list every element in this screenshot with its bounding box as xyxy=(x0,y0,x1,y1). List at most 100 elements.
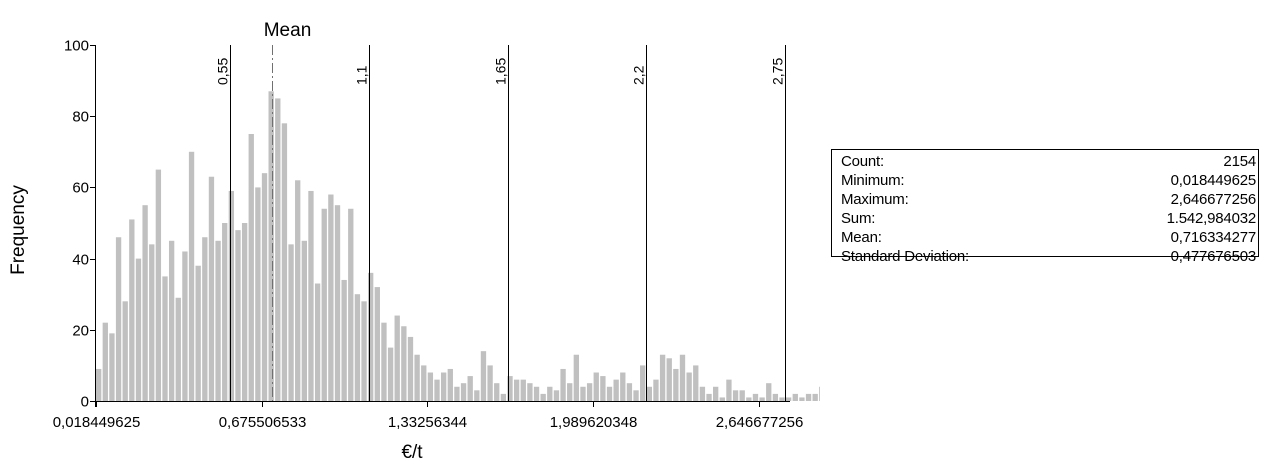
histogram-bar xyxy=(766,383,772,401)
histogram-bar xyxy=(142,205,148,401)
y-tick-label: 100 xyxy=(64,38,89,55)
x-tick-label: 2,646677256 xyxy=(716,414,804,431)
histogram-bar xyxy=(547,386,553,401)
histogram-bar xyxy=(235,230,241,401)
stat-label: Mean: xyxy=(841,229,882,246)
histogram-bar xyxy=(361,301,367,401)
histogram-bar xyxy=(109,333,115,401)
histogram-bar xyxy=(527,383,533,401)
threshold-label: 0,55 xyxy=(215,58,231,85)
stat-value: 2154 xyxy=(1223,153,1256,170)
histogram-bar xyxy=(447,368,453,401)
stat-label: Count: xyxy=(841,153,884,170)
histogram-bar xyxy=(301,240,307,401)
histogram-bar xyxy=(407,336,414,401)
histogram-bar xyxy=(620,372,626,401)
statistics-table: Count: 2154 Minimum: 0,018449625 Maximum: 2,6… xyxy=(831,149,1259,265)
histogram-bar xyxy=(414,354,420,401)
y-tick-label: 80 xyxy=(72,109,89,126)
histogram-bar xyxy=(540,393,546,401)
stat-label: Standard Deviation: xyxy=(841,248,969,265)
histogram-bar xyxy=(129,219,135,401)
histogram-bar xyxy=(646,386,652,401)
mean-label: Mean xyxy=(264,20,312,41)
threshold-lines: 0,55 1,1 1,65 2,2 2,75 Mean xyxy=(215,20,786,401)
histogram-bar xyxy=(513,379,520,401)
histogram-bar xyxy=(454,386,460,401)
histogram-bar xyxy=(421,365,427,401)
histogram-bar xyxy=(222,223,228,401)
stat-row: Maximum: 2,646677256 xyxy=(841,190,1256,209)
histogram-bar xyxy=(699,386,706,401)
histogram-bar xyxy=(586,383,593,401)
histogram-bar xyxy=(494,383,500,401)
stat-label: Sum: xyxy=(841,210,876,227)
histogram-bar xyxy=(334,205,341,401)
chart-axes: 0 20 40 60 80 100 0,018449625 0,675506533 1,3325… xyxy=(53,38,804,432)
histogram-bar xyxy=(275,98,281,402)
histogram-bar xyxy=(354,294,361,401)
histogram-bar xyxy=(606,386,613,401)
histogram-bar xyxy=(726,379,732,401)
histogram-bar xyxy=(295,180,301,401)
x-tick-label: 0,675506533 xyxy=(219,414,307,431)
histogram-bar xyxy=(719,397,725,401)
stat-value: 1.542,984032 xyxy=(1166,210,1257,227)
histogram-bar xyxy=(255,187,261,401)
stat-value: 0,018449625 xyxy=(1170,172,1257,189)
histogram-bar xyxy=(474,390,480,401)
histogram-bar xyxy=(115,237,122,401)
histogram-chart: 0,55 1,1 1,65 2,2 2,75 Mean 0 20 40 60 80 100 0,018… xyxy=(8,20,820,463)
histogram-bar xyxy=(162,276,168,401)
histogram-bar xyxy=(182,251,188,401)
histogram-bar xyxy=(739,390,745,401)
histogram-bar xyxy=(427,372,434,401)
histogram-bar xyxy=(168,240,175,401)
histogram-bar xyxy=(785,397,792,401)
histogram-bar xyxy=(812,393,818,401)
histogram-bar xyxy=(772,393,779,401)
histogram-bar xyxy=(374,287,380,401)
histogram-bars xyxy=(96,91,820,402)
histogram-bar xyxy=(686,372,692,401)
histogram-bar xyxy=(613,379,619,401)
histogram-bar xyxy=(434,379,440,401)
y-tick-label: 20 xyxy=(72,323,89,340)
histogram-bar xyxy=(759,397,765,401)
threshold-label: 2,2 xyxy=(631,65,647,85)
histogram-bar xyxy=(440,372,447,401)
threshold-label: 1,1 xyxy=(354,65,370,85)
histogram-bar xyxy=(593,372,599,401)
histogram-bar xyxy=(215,240,221,401)
histogram-bar xyxy=(175,297,181,401)
threshold-label: 2,75 xyxy=(770,58,786,85)
histogram-bar xyxy=(706,393,712,401)
histogram-bar xyxy=(693,365,699,401)
histogram-bar xyxy=(487,365,493,401)
x-axis-title: €/t xyxy=(401,442,423,463)
histogram-bar xyxy=(387,347,394,401)
histogram-bar xyxy=(673,368,679,401)
histogram-bar xyxy=(381,322,387,401)
histogram-bar xyxy=(600,376,606,401)
histogram-bar xyxy=(633,390,639,401)
histogram-bar xyxy=(368,272,374,401)
histogram-bar xyxy=(560,368,566,401)
histogram-bar xyxy=(460,383,467,401)
x-tick-label: 1,33256344 xyxy=(388,414,467,431)
stat-value: 2,646677256 xyxy=(1170,191,1257,208)
histogram-bar xyxy=(149,244,155,401)
x-tick-label: 0,018449625 xyxy=(53,414,141,431)
histogram-bar xyxy=(155,169,162,401)
histogram-bar xyxy=(314,283,321,401)
y-tick-label: 0 xyxy=(81,394,89,411)
histogram-bar xyxy=(281,123,288,401)
histogram-bar xyxy=(659,354,666,401)
histogram-bar xyxy=(580,386,586,401)
histogram-bar xyxy=(507,376,513,401)
histogram-bar xyxy=(195,265,201,401)
stat-label: Minimum: xyxy=(841,172,905,189)
histogram-bar xyxy=(653,379,659,401)
histogram-bar xyxy=(401,326,407,401)
x-tick-label: 1,989620348 xyxy=(550,414,638,431)
